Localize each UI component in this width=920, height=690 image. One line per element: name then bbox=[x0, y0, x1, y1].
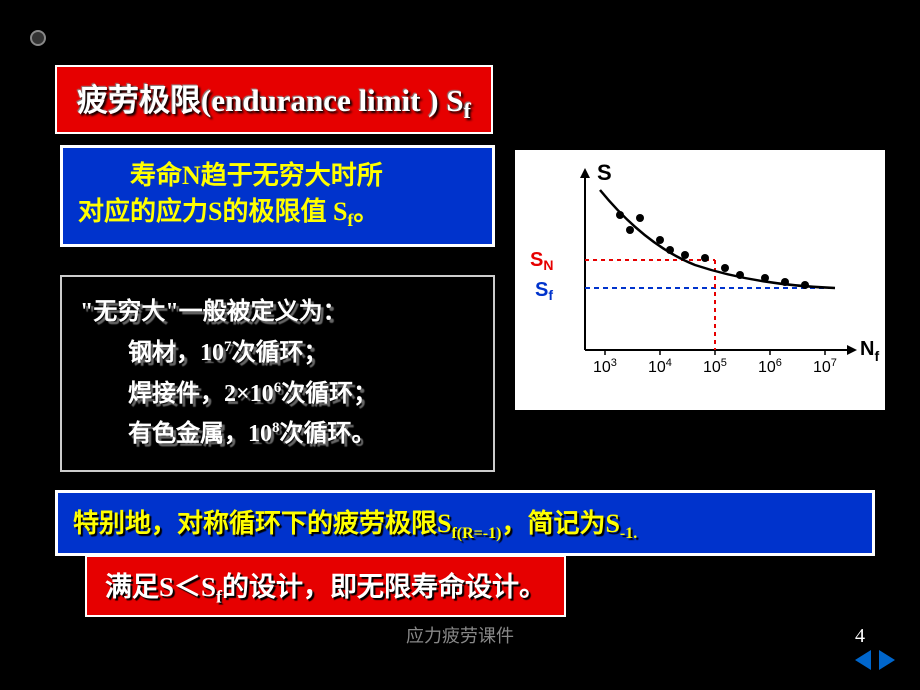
title-en: (endurance limit ) bbox=[201, 83, 439, 118]
title-cn: 疲劳极限 bbox=[77, 83, 201, 118]
def-line2: 对应的应力S的极限值 Sf。 bbox=[78, 194, 477, 233]
definition-box: 寿命N趋于无穷大时所 对应的应力S的极限值 Sf。 bbox=[60, 145, 495, 247]
nav-arrows bbox=[855, 650, 895, 670]
svg-text:Nf: Nf bbox=[860, 338, 879, 364]
def-line1: 寿命N趋于无穷大时所 bbox=[78, 158, 477, 194]
title-box: 疲劳极限(endurance limit ) Sf bbox=[55, 65, 493, 134]
svg-text:Sf: Sf bbox=[535, 279, 553, 303]
design-note-box: 满足S＜Sf的设计，即无限寿命设计。 bbox=[85, 555, 566, 617]
inf-line4: 有色金属，108次循环。 bbox=[80, 414, 475, 455]
sn-chart: S Nf 103 104 105 106 107 SN Sf bbox=[515, 150, 885, 410]
inf-line3: 焊接件，2×106次循环； bbox=[80, 374, 475, 415]
inf-line2: 钢材，107次循环； bbox=[80, 333, 475, 374]
svg-text:107: 107 bbox=[813, 357, 837, 376]
svg-text:103: 103 bbox=[593, 357, 617, 376]
special-note-box: 特别地，对称循环下的疲劳极限Sf(R=-1)，简记为S-1. bbox=[55, 490, 875, 556]
svg-text:S: S bbox=[597, 160, 612, 185]
slide: 疲劳极限(endurance limit ) Sf 寿命N趋于无穷大时所 对应的… bbox=[0, 0, 920, 690]
title-sub: f bbox=[464, 98, 471, 123]
inf-line1: "无穷大"一般被定义为： bbox=[80, 292, 475, 333]
next-arrow-icon[interactable] bbox=[879, 650, 895, 670]
footer-text: 应力疲劳课件 bbox=[406, 622, 514, 648]
page-number: 4 bbox=[855, 625, 865, 648]
svg-text:106: 106 bbox=[758, 357, 782, 376]
svg-text:SN: SN bbox=[530, 249, 553, 273]
svg-text:105: 105 bbox=[703, 357, 727, 376]
infinity-def-box: "无穷大"一般被定义为： 钢材，107次循环； 焊接件，2×106次循环； 有色… bbox=[60, 275, 495, 472]
prev-arrow-icon[interactable] bbox=[855, 650, 871, 670]
svg-text:104: 104 bbox=[648, 357, 672, 376]
chart-svg: S Nf 103 104 105 106 107 SN Sf bbox=[515, 150, 885, 410]
title-symbol: S bbox=[446, 83, 463, 118]
bullet-deco bbox=[30, 30, 46, 46]
